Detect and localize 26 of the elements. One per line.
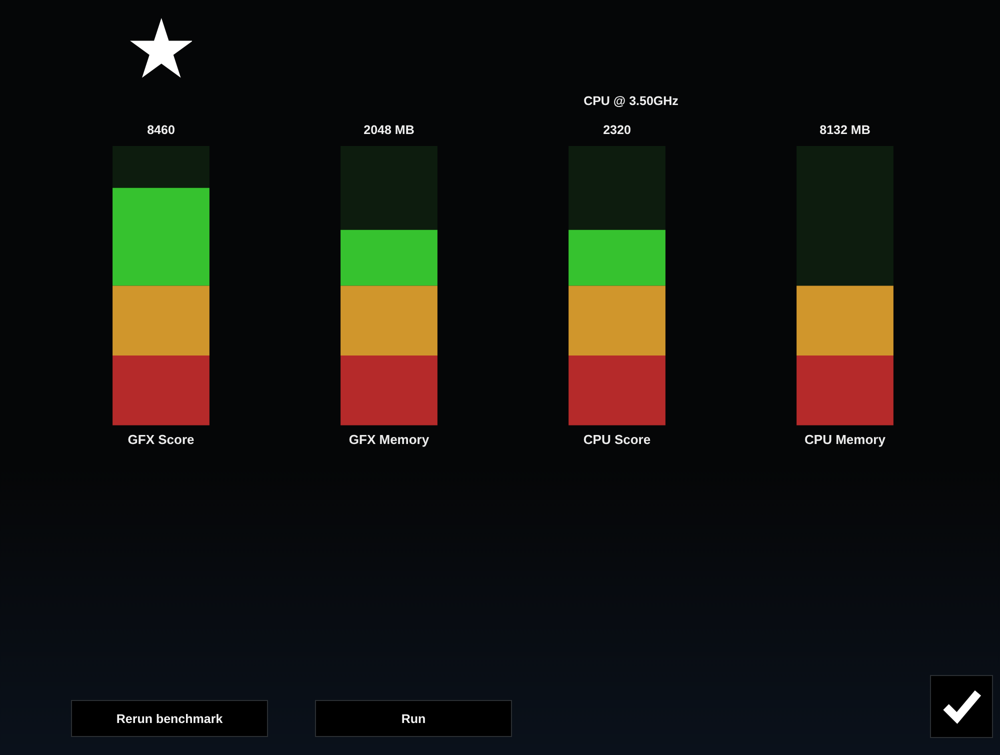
bar (568, 356, 666, 426)
bar (568, 146, 666, 230)
x-tick-label: CPU Score (583, 432, 651, 447)
annotation: 8132 MB (820, 123, 870, 138)
bar (568, 286, 666, 356)
bar (340, 286, 438, 356)
bar (340, 356, 438, 426)
bar (796, 286, 894, 356)
x-tick-label: GFX Memory (348, 432, 430, 447)
annotation: 8460 (147, 123, 175, 138)
x-tick-label: CPU Memory (804, 432, 886, 447)
button: Rerun benchmark (71, 700, 268, 737)
bar (340, 230, 438, 286)
annotation: 2048 MB (364, 123, 414, 138)
bar (796, 146, 894, 286)
x-tick-label: GFX Score (128, 432, 194, 447)
bar (112, 286, 210, 356)
bar (112, 356, 210, 426)
bar (568, 230, 666, 286)
chart-subtitle: CPU @ 3.50GHz (582, 93, 680, 109)
bar (340, 146, 438, 230)
button: Run (315, 700, 512, 737)
bar (112, 188, 210, 286)
bar (112, 146, 210, 188)
bar (796, 356, 894, 426)
annotation: 2320 (603, 123, 631, 138)
